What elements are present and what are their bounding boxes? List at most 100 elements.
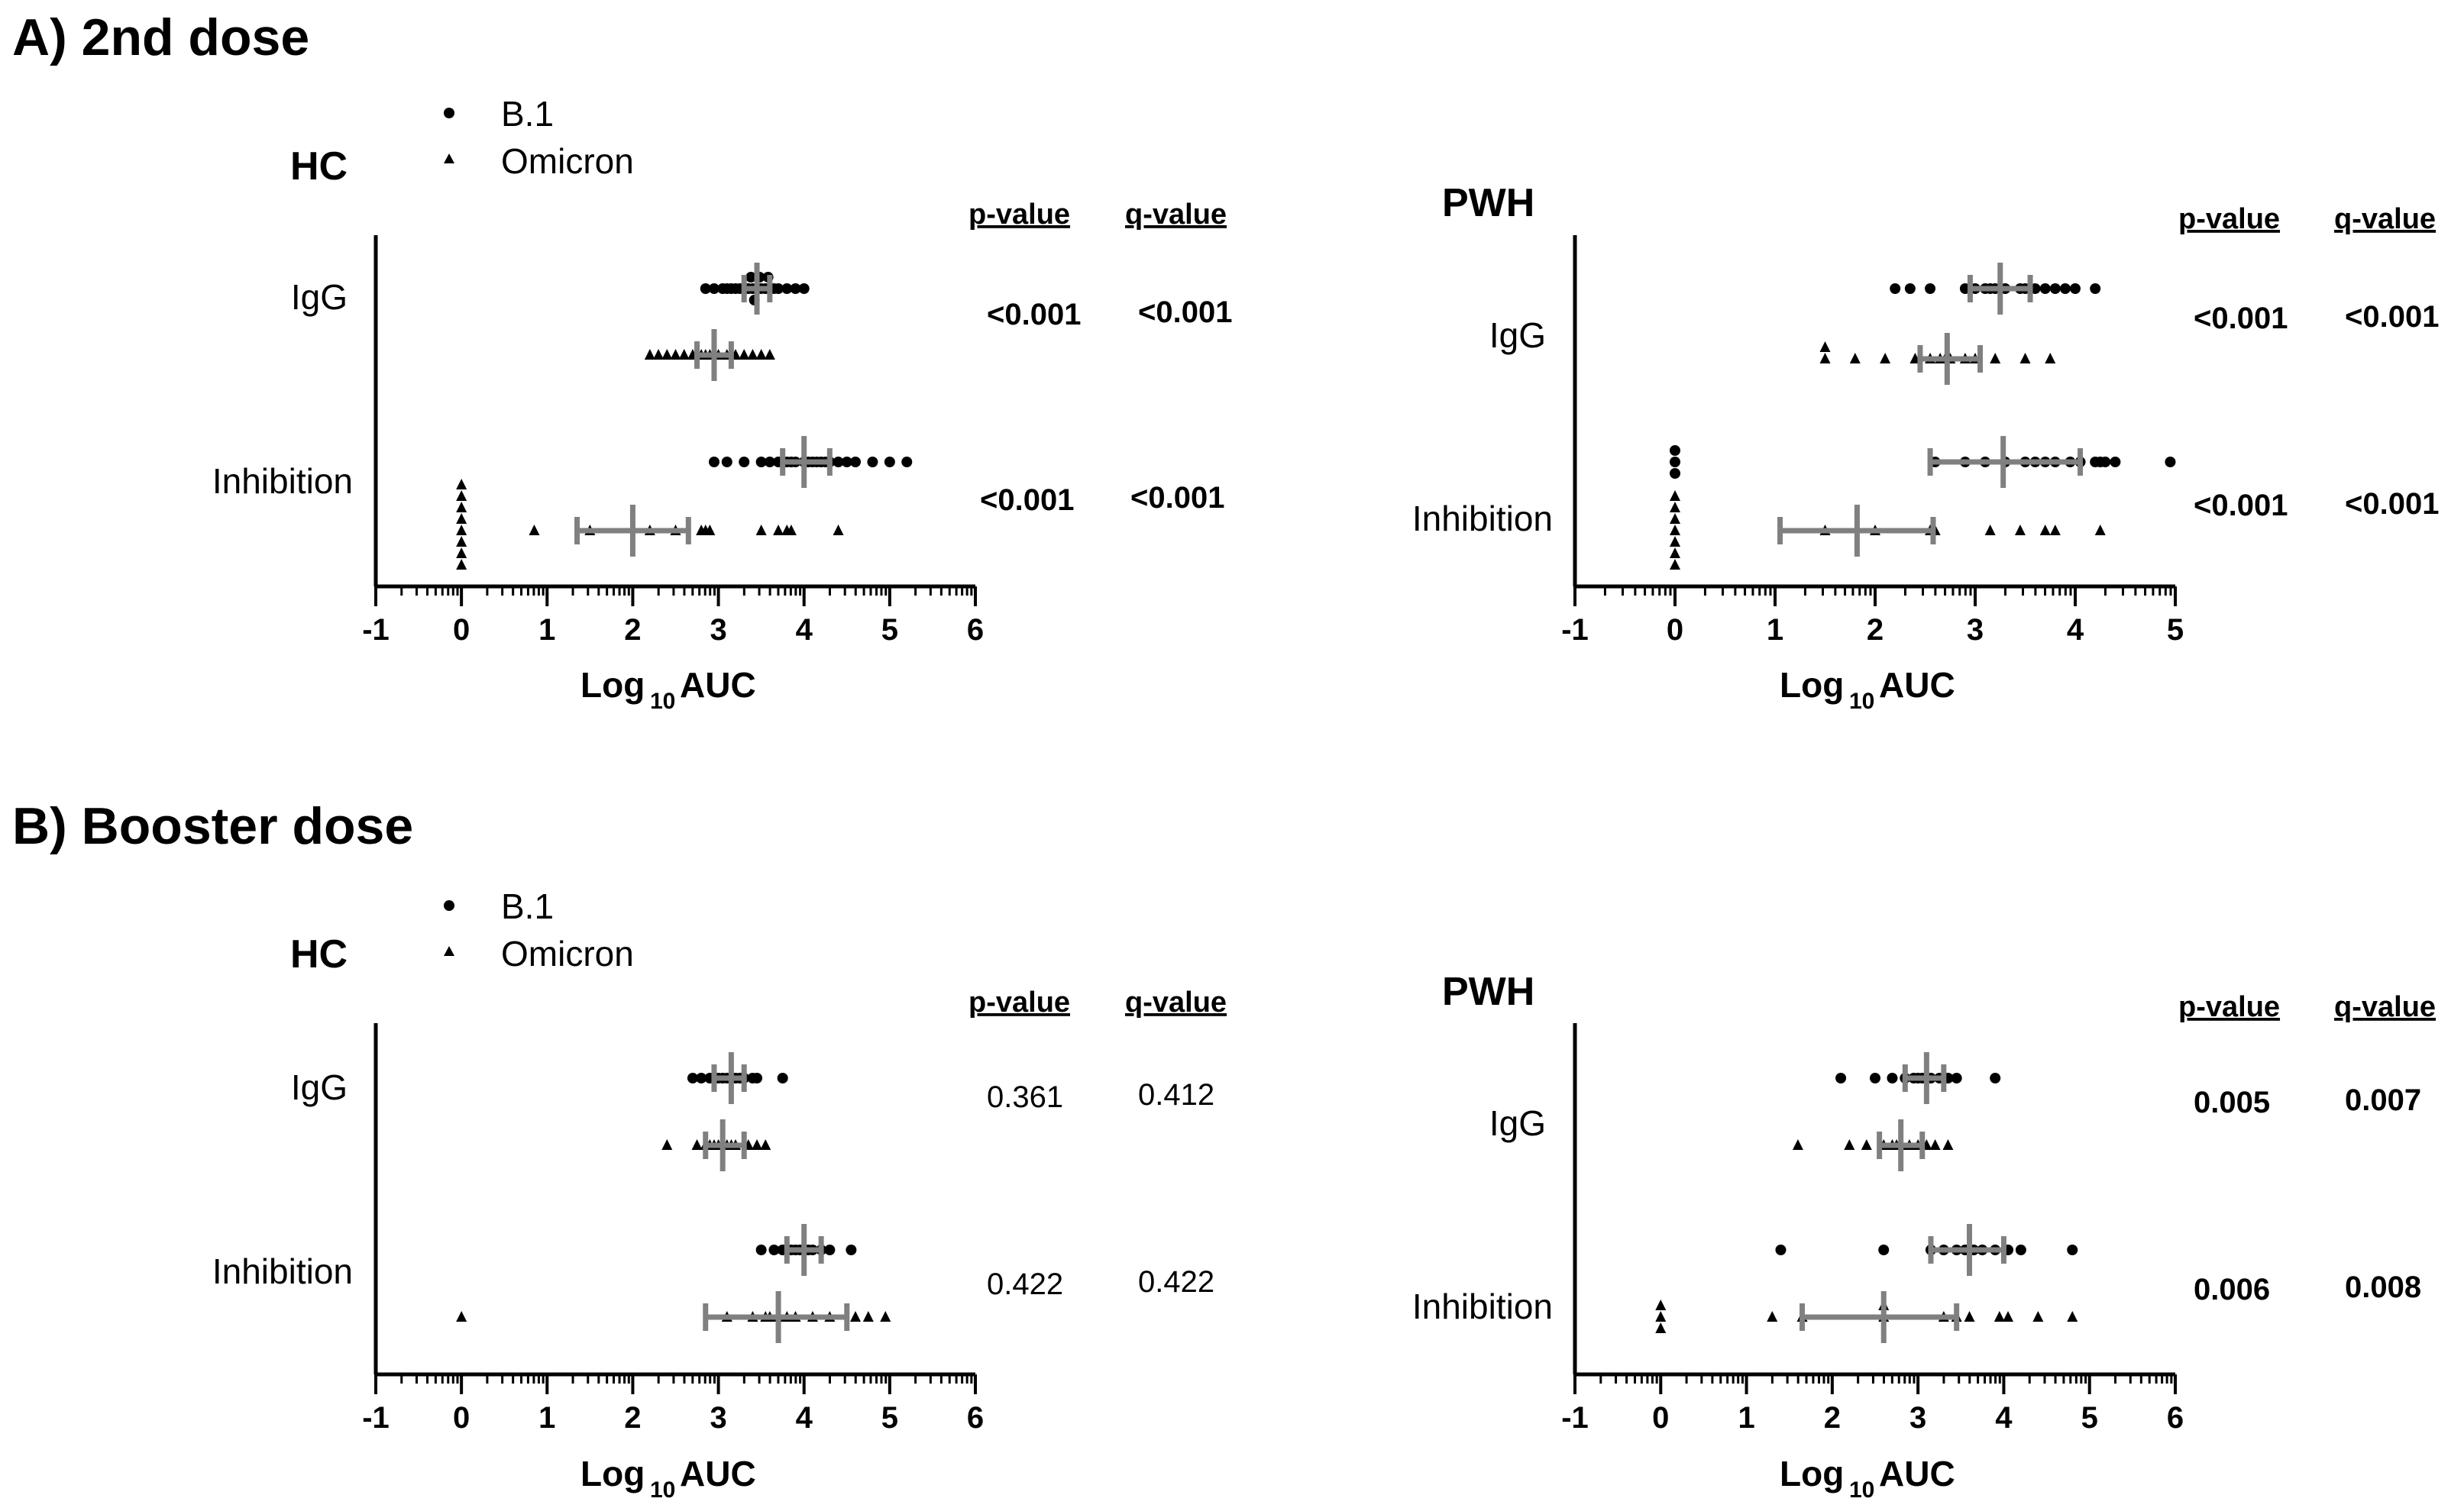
x-axis-title-log: Log — [1780, 665, 1844, 705]
legend-circle-marker — [444, 108, 454, 118]
x-tick-label: -1 — [362, 613, 390, 647]
data-point-b1 — [1951, 1073, 1962, 1083]
x-tick-label: 5 — [881, 1401, 898, 1435]
data-point-omicron — [1655, 1322, 1667, 1333]
data-point-omicron — [661, 1139, 673, 1150]
data-point-b1 — [739, 457, 750, 467]
data-point-omicron — [456, 547, 467, 558]
data-point-omicron — [456, 525, 467, 535]
category-label-inhibition: Inhibition — [212, 461, 353, 501]
data-point-b1 — [745, 272, 757, 283]
data-point-omicron — [456, 1311, 467, 1322]
data-point-omicron — [1670, 547, 1680, 558]
p-value-header: p-value — [2178, 203, 2280, 235]
data-point-b1 — [1878, 1245, 1890, 1255]
data-point-b1 — [901, 457, 913, 467]
legend-label-b1: B.1 — [501, 886, 554, 926]
x-tick-label: -1 — [362, 1401, 390, 1435]
data-point-b1 — [755, 457, 767, 467]
q-value-inhibition: 0.008 — [2345, 1271, 2421, 1304]
q-value-header: q-value — [1125, 199, 1227, 231]
data-point-b1 — [700, 283, 711, 294]
data-point-omicron — [1670, 502, 1680, 512]
data-point-omicron — [1655, 1311, 1667, 1322]
q-value-inhibition: <0.001 — [1130, 481, 1224, 515]
data-point-b1 — [2067, 1245, 2078, 1255]
data-point-omicron — [833, 525, 844, 535]
p-value-inhibition: <0.001 — [2194, 489, 2288, 522]
data-point-omicron — [2032, 1311, 2044, 1322]
data-point-b1 — [708, 283, 719, 294]
data-point-omicron — [850, 1311, 861, 1322]
data-point-b1 — [768, 1245, 780, 1255]
panel-title: PWH — [1442, 181, 1534, 225]
data-point-b1 — [850, 457, 861, 467]
data-point-omicron — [760, 1139, 771, 1150]
legend-triangle-marker — [444, 153, 454, 163]
data-point-omicron — [2039, 525, 2051, 535]
data-point-b1 — [1887, 1073, 1898, 1083]
x-tick-label: 0 — [453, 613, 470, 647]
data-point-omicron — [653, 349, 665, 360]
data-point-b1 — [2110, 457, 2121, 467]
data-point-b1 — [824, 1245, 836, 1255]
data-point-omicron — [2094, 525, 2106, 535]
x-tick-label: 3 — [1909, 1401, 1926, 1435]
data-point-omicron — [752, 1139, 763, 1150]
data-point-omicron — [1861, 1139, 1872, 1150]
data-point-omicron — [670, 349, 681, 360]
x-tick-label: -1 — [1561, 1401, 1589, 1435]
x-axis-title-log: Log — [580, 665, 645, 705]
data-point-omicron — [1670, 536, 1680, 547]
panel-b-hc: HC p-value q-value IgG Inhibition 0.361 … — [212, 932, 1227, 1503]
q-value-inhibition: <0.001 — [2345, 487, 2439, 521]
x-axis-title-auc: AUC — [680, 1454, 756, 1493]
data-point-b1 — [755, 1245, 767, 1255]
data-point-b1 — [1670, 468, 1680, 479]
data-point-omicron — [764, 349, 775, 360]
category-label-inhibition: Inhibition — [1412, 499, 1553, 538]
x-tick-label: 0 — [453, 1401, 470, 1435]
data-point-b1 — [721, 457, 732, 467]
data-point-b1 — [1835, 1073, 1847, 1083]
data-point-omicron — [773, 525, 784, 535]
p-value-igg: 0.005 — [2194, 1086, 2270, 1119]
x-axis-title: Log 10 AUC — [580, 1454, 756, 1503]
data-point-omicron — [2049, 525, 2061, 535]
x-axis-title: Log 10 AUC — [1780, 1454, 1955, 1503]
data-point-omicron — [1964, 1311, 1975, 1322]
data-point-omicron — [456, 536, 467, 547]
data-point-b1 — [2039, 283, 2051, 294]
data-point-omicron — [880, 1311, 891, 1322]
p-value-inhibition: 0.006 — [2194, 1273, 2270, 1306]
x-axis-title-log: Log — [1780, 1454, 1844, 1493]
data-point-omicron — [1994, 1311, 2005, 1322]
data-point-omicron — [456, 513, 467, 524]
x-tick-label: 4 — [1995, 1401, 2013, 1435]
q-value-header: q-value — [1125, 986, 1227, 1019]
x-tick-label: 5 — [2081, 1401, 2098, 1435]
q-value-igg: 0.412 — [1138, 1078, 1214, 1112]
x-axis-title-auc: AUC — [680, 665, 756, 705]
data-point-omicron — [1670, 513, 1680, 524]
x-axis-title: Log 10 AUC — [580, 665, 756, 714]
data-point-omicron — [1844, 1139, 1855, 1150]
q-value-inhibition: 0.422 — [1138, 1265, 1214, 1299]
data-point-omicron — [2014, 525, 2026, 535]
x-tick-label: 4 — [796, 1401, 813, 1435]
data-point-b1 — [1670, 445, 1680, 456]
x-axis-title-sub: 10 — [650, 1477, 675, 1503]
data-point-b1 — [2049, 283, 2061, 294]
data-point-b1 — [1670, 457, 1680, 467]
category-label-igg: IgG — [1489, 315, 1546, 355]
x-axis-title-auc: AUC — [1879, 665, 1955, 705]
q-value-igg: <0.001 — [2345, 300, 2439, 334]
data-point-omicron — [739, 349, 750, 360]
data-point-omicron — [1670, 525, 1680, 535]
data-point-b1 — [781, 283, 793, 294]
x-tick-label: 0 — [1652, 1401, 1669, 1435]
panel-a-hc: HC p-value q-value IgG Inhibition <0.001… — [212, 144, 1233, 714]
data-point-b1 — [1870, 1073, 1880, 1083]
x-tick-label: -1 — [1561, 613, 1589, 647]
x-tick-label: 3 — [1967, 613, 1984, 647]
